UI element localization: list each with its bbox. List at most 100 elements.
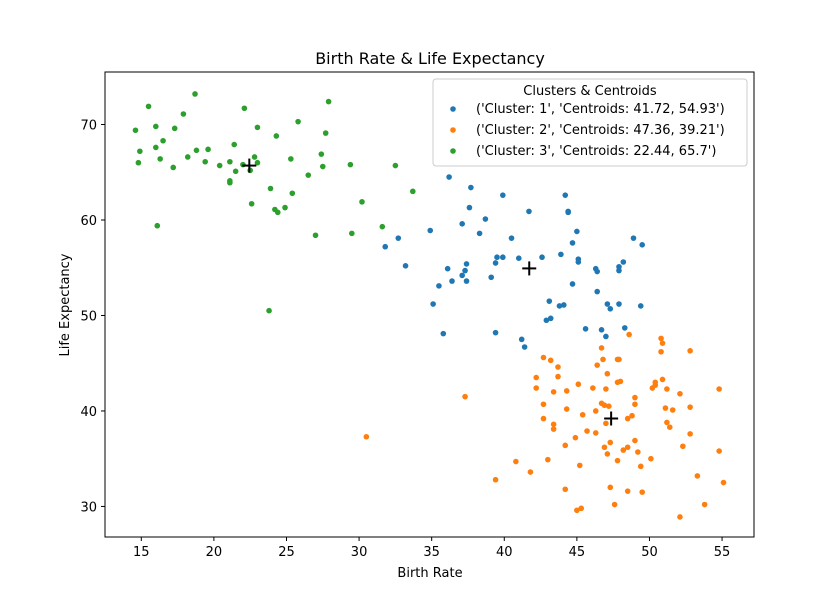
data-point (547, 315, 554, 322)
data-point (153, 144, 159, 151)
data-point (626, 331, 632, 338)
data-point (550, 421, 557, 428)
data-point (468, 184, 474, 191)
data-points (132, 91, 727, 520)
data-point (274, 209, 281, 216)
data-point (492, 329, 499, 336)
data-point (639, 242, 646, 248)
data-point (216, 162, 223, 169)
data-point (603, 386, 609, 392)
data-point (267, 185, 274, 192)
data-point (488, 274, 495, 281)
data-point (565, 209, 571, 216)
data-point (637, 303, 644, 309)
data-point (494, 254, 500, 261)
data-point (440, 330, 447, 337)
data-point (606, 403, 612, 409)
data-point (227, 158, 233, 165)
data-point (555, 364, 561, 370)
data-point (611, 501, 618, 508)
data-point (576, 462, 583, 469)
data-point (533, 385, 540, 391)
data-point (492, 260, 499, 266)
data-point (666, 424, 673, 430)
data-point (193, 147, 200, 154)
data-point (359, 199, 365, 205)
plot-frame (104, 71, 755, 538)
data-point (160, 137, 166, 144)
data-point (295, 118, 301, 125)
x-tick-label: 45 (569, 545, 586, 560)
series-cluster-1 (382, 174, 646, 350)
data-point (562, 486, 569, 493)
data-point (410, 188, 416, 195)
data-point (518, 336, 525, 343)
data-point (616, 301, 622, 307)
data-point (382, 243, 389, 250)
data-point (604, 370, 611, 377)
data-point (192, 91, 198, 97)
data-point (289, 190, 296, 197)
data-point (694, 473, 701, 479)
data-point (550, 389, 557, 395)
data-point (463, 261, 470, 267)
series-cluster-2 (363, 331, 727, 520)
data-point (662, 405, 669, 411)
x-tick-label: 50 (641, 545, 658, 560)
data-point (620, 259, 627, 265)
data-point (325, 98, 332, 105)
data-point (539, 254, 545, 261)
data-point (533, 374, 540, 381)
data-point (630, 235, 637, 241)
data-point (379, 223, 386, 230)
data-point (562, 192, 569, 198)
x-tick-label: 35 (423, 545, 440, 560)
centroid-marker (242, 158, 257, 173)
data-point (170, 164, 177, 171)
data-point (492, 476, 499, 483)
data-point (347, 161, 354, 168)
x-tick-label: 20 (206, 545, 223, 560)
data-point (205, 146, 211, 153)
y-tick-label: 70 (80, 119, 97, 134)
data-point (669, 407, 676, 413)
data-point (436, 283, 442, 289)
data-point (598, 327, 605, 333)
data-point (590, 385, 596, 391)
data-point (680, 443, 686, 450)
data-point (232, 168, 239, 175)
data-point (659, 376, 666, 383)
data-point (135, 159, 142, 166)
centroid-markers (242, 158, 619, 426)
data-point (540, 415, 547, 422)
data-point (620, 447, 627, 453)
data-point (154, 222, 161, 229)
data-point (318, 151, 325, 157)
data-point (508, 235, 515, 241)
data-point (604, 451, 611, 457)
data-point (687, 431, 693, 437)
legend-marker (450, 127, 456, 133)
data-point (664, 386, 670, 392)
data-point (582, 326, 589, 332)
data-point (482, 216, 489, 222)
legend-box (432, 78, 748, 167)
data-point (202, 158, 208, 165)
data-point (462, 267, 468, 274)
legend-entry-label: ('Cluster: 2', 'Centroids: 47.36, 39.21'… (476, 123, 725, 138)
data-point (621, 325, 628, 331)
data-point (574, 228, 580, 235)
data-point (231, 141, 238, 148)
data-point (677, 514, 683, 520)
data-point (521, 344, 528, 350)
data-point (658, 348, 664, 355)
series-cluster-3 (132, 91, 416, 314)
data-point (500, 254, 506, 261)
centroid-marker (604, 411, 619, 426)
data-point (594, 362, 600, 368)
data-point (462, 393, 468, 400)
data-point (594, 268, 600, 275)
data-point (594, 288, 600, 295)
data-point (248, 200, 255, 207)
data-point (659, 340, 666, 346)
